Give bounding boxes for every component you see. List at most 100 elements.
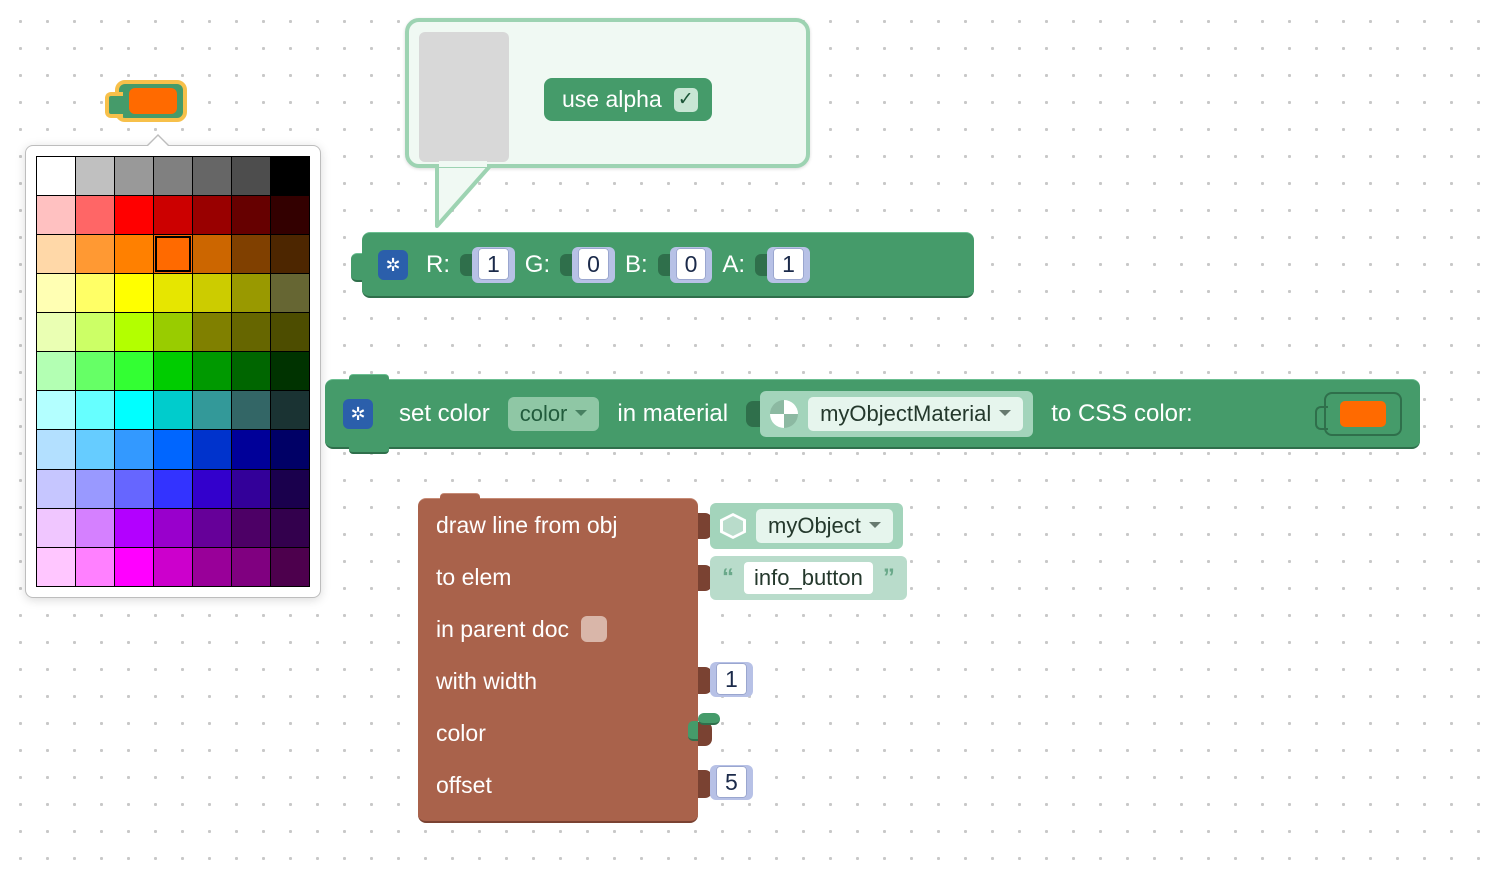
rgba-g-input[interactable]: 0 — [578, 248, 609, 280]
rgba-b-input[interactable]: 0 — [676, 248, 707, 280]
color-cell[interactable] — [153, 156, 193, 196]
color-cell[interactable] — [36, 429, 76, 469]
color-cell[interactable] — [114, 547, 154, 587]
color-cell[interactable] — [270, 469, 310, 509]
color-cell[interactable] — [75, 234, 115, 274]
color-cell[interactable] — [270, 390, 310, 430]
rgba-r-input[interactable]: 1 — [478, 248, 509, 280]
material-chip[interactable]: myObjectMaterial — [760, 391, 1033, 437]
color-cell[interactable] — [75, 156, 115, 196]
color-cell[interactable] — [36, 156, 76, 196]
color-cell[interactable] — [36, 390, 76, 430]
color-cell[interactable] — [231, 273, 271, 313]
color-cell[interactable] — [36, 195, 76, 235]
color-cell[interactable] — [114, 351, 154, 391]
object-chip[interactable]: myObject — [710, 503, 903, 549]
in-parent-doc-checkbox[interactable] — [581, 616, 607, 642]
color-cell[interactable] — [153, 429, 193, 469]
offset-input[interactable]: 5 — [716, 766, 747, 798]
color-cell[interactable] — [231, 429, 271, 469]
color-cell[interactable] — [36, 469, 76, 509]
color-cell[interactable] — [153, 390, 193, 430]
color-cell[interactable] — [192, 156, 232, 196]
color-cell[interactable] — [270, 429, 310, 469]
string-chip[interactable]: “ info_button ” — [710, 556, 907, 600]
color-cell[interactable] — [75, 312, 115, 352]
color-cell[interactable] — [114, 234, 154, 274]
color-cell[interactable] — [75, 429, 115, 469]
color-cell[interactable] — [75, 390, 115, 430]
color-cell[interactable] — [231, 234, 271, 274]
color-cell[interactable] — [114, 429, 154, 469]
color-cell[interactable] — [192, 508, 232, 548]
color-cell[interactable] — [231, 156, 271, 196]
string-input[interactable]: info_button — [744, 562, 873, 594]
color-cell[interactable] — [192, 195, 232, 235]
color-cell[interactable] — [270, 156, 310, 196]
color-cell[interactable] — [231, 312, 271, 352]
color-cell[interactable] — [270, 312, 310, 352]
color-cell[interactable] — [153, 273, 193, 313]
bubble-placeholder[interactable] — [419, 32, 509, 162]
color-cell[interactable] — [231, 469, 271, 509]
color-cell[interactable] — [153, 351, 193, 391]
color-cell[interactable] — [75, 508, 115, 548]
color-cell[interactable] — [270, 547, 310, 587]
color-cell[interactable] — [192, 390, 232, 430]
color-cell[interactable] — [231, 508, 271, 548]
color-cell[interactable] — [114, 156, 154, 196]
color-cell[interactable] — [36, 547, 76, 587]
width-input[interactable]: 1 — [716, 663, 747, 695]
color-cell[interactable] — [114, 273, 154, 313]
color-cell[interactable] — [114, 195, 154, 235]
color-cell[interactable] — [36, 508, 76, 548]
rgba-block[interactable]: ✲ R: 1 G: 0 B: 0 A: 1 — [362, 232, 974, 298]
color-cell[interactable] — [114, 508, 154, 548]
color-cell[interactable] — [270, 234, 310, 274]
use-alpha-chip[interactable]: use alpha ✓ — [544, 78, 712, 121]
color-cell[interactable] — [231, 195, 271, 235]
color-cell[interactable] — [192, 429, 232, 469]
color-cell[interactable] — [153, 508, 193, 548]
color-cell[interactable] — [36, 234, 76, 274]
color-value-chip[interactable] — [698, 713, 720, 725]
color-cell[interactable] — [192, 273, 232, 313]
color-cell[interactable] — [36, 273, 76, 313]
color-cell[interactable] — [153, 469, 193, 509]
gear-icon[interactable]: ✲ — [343, 399, 373, 429]
color-cell[interactable] — [153, 234, 193, 274]
color-cell[interactable] — [270, 508, 310, 548]
color-cell[interactable] — [114, 390, 154, 430]
color-cell[interactable] — [270, 273, 310, 313]
color-cell[interactable] — [192, 312, 232, 352]
color-cell[interactable] — [75, 273, 115, 313]
selected-color-value-chip[interactable] — [115, 80, 187, 122]
color-cell[interactable] — [231, 547, 271, 587]
color-cell[interactable] — [192, 351, 232, 391]
color-cell[interactable] — [75, 195, 115, 235]
color-cell[interactable] — [192, 469, 232, 509]
css-color-slot[interactable] — [1324, 392, 1402, 436]
color-cell[interactable] — [270, 351, 310, 391]
color-cell[interactable] — [192, 547, 232, 587]
color-cell[interactable] — [231, 351, 271, 391]
set-color-block[interactable]: ✲ set color color in material myObjectMa… — [325, 379, 1420, 449]
color-cell[interactable] — [231, 390, 271, 430]
color-cell[interactable] — [75, 469, 115, 509]
color-cell[interactable] — [114, 469, 154, 509]
color-cell[interactable] — [153, 195, 193, 235]
rgba-a-input[interactable]: 1 — [773, 248, 804, 280]
color-cell[interactable] — [114, 312, 154, 352]
color-cell[interactable] — [270, 195, 310, 235]
color-cell[interactable] — [36, 351, 76, 391]
color-cell[interactable] — [36, 312, 76, 352]
color-cell[interactable] — [75, 547, 115, 587]
object-dropdown[interactable]: myObject — [756, 509, 893, 543]
color-property-dropdown[interactable]: color — [508, 397, 600, 431]
use-alpha-checkbox[interactable]: ✓ — [674, 88, 698, 112]
material-dropdown[interactable]: myObjectMaterial — [808, 397, 1023, 431]
color-cell[interactable] — [153, 312, 193, 352]
color-cell[interactable] — [192, 234, 232, 274]
gear-icon[interactable]: ✲ — [378, 250, 408, 280]
color-cell[interactable] — [75, 351, 115, 391]
